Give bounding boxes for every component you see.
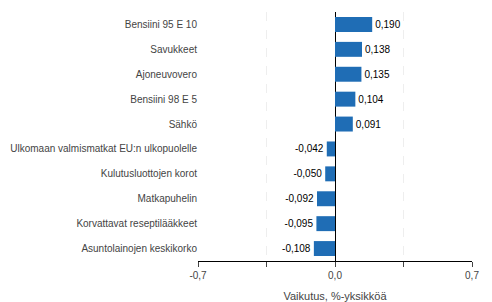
svg-text:0,138: 0,138 — [365, 44, 390, 55]
svg-text:Savukkeet: Savukkeet — [150, 44, 197, 55]
svg-text:-0,042: -0,042 — [295, 143, 324, 154]
svg-text:0,190: 0,190 — [375, 19, 400, 30]
svg-text:Bensiini 95 E 10: Bensiini 95 E 10 — [125, 19, 198, 30]
svg-text:Asuntolainojen keskikorko: Asuntolainojen keskikorko — [81, 243, 197, 254]
svg-text:Ulkomaan valmismatkat EU:n ulk: Ulkomaan valmismatkat EU:n ulkopuolelle — [10, 143, 197, 154]
svg-text:Ajoneuvovero: Ajoneuvovero — [136, 69, 198, 80]
svg-text:0,135: 0,135 — [364, 69, 389, 80]
svg-text:-0,108: -0,108 — [282, 243, 311, 254]
svg-text:0,0: 0,0 — [328, 270, 342, 281]
svg-text:Bensiini 98 E 5: Bensiini 98 E 5 — [130, 94, 197, 105]
svg-text:-0,095: -0,095 — [285, 218, 314, 229]
svg-text:-0,7: -0,7 — [189, 270, 207, 281]
svg-text:-0,092: -0,092 — [285, 193, 314, 204]
svg-text:0,091: 0,091 — [356, 119, 381, 130]
svg-text:Matkapuhelin: Matkapuhelin — [138, 193, 197, 204]
svg-text:-0,050: -0,050 — [293, 168, 322, 179]
svg-text:Vaikutus, %-yksikköä: Vaikutus, %-yksikköä — [283, 290, 387, 302]
svg-text:0,7: 0,7 — [465, 270, 479, 281]
svg-text:Sähkö: Sähkö — [169, 119, 198, 130]
svg-text:Korvattavat reseptilääkkeet: Korvattavat reseptilääkkeet — [76, 218, 197, 229]
svg-text:0,104: 0,104 — [358, 94, 383, 105]
svg-text:Kulutusluottojen korot: Kulutusluottojen korot — [101, 168, 197, 179]
